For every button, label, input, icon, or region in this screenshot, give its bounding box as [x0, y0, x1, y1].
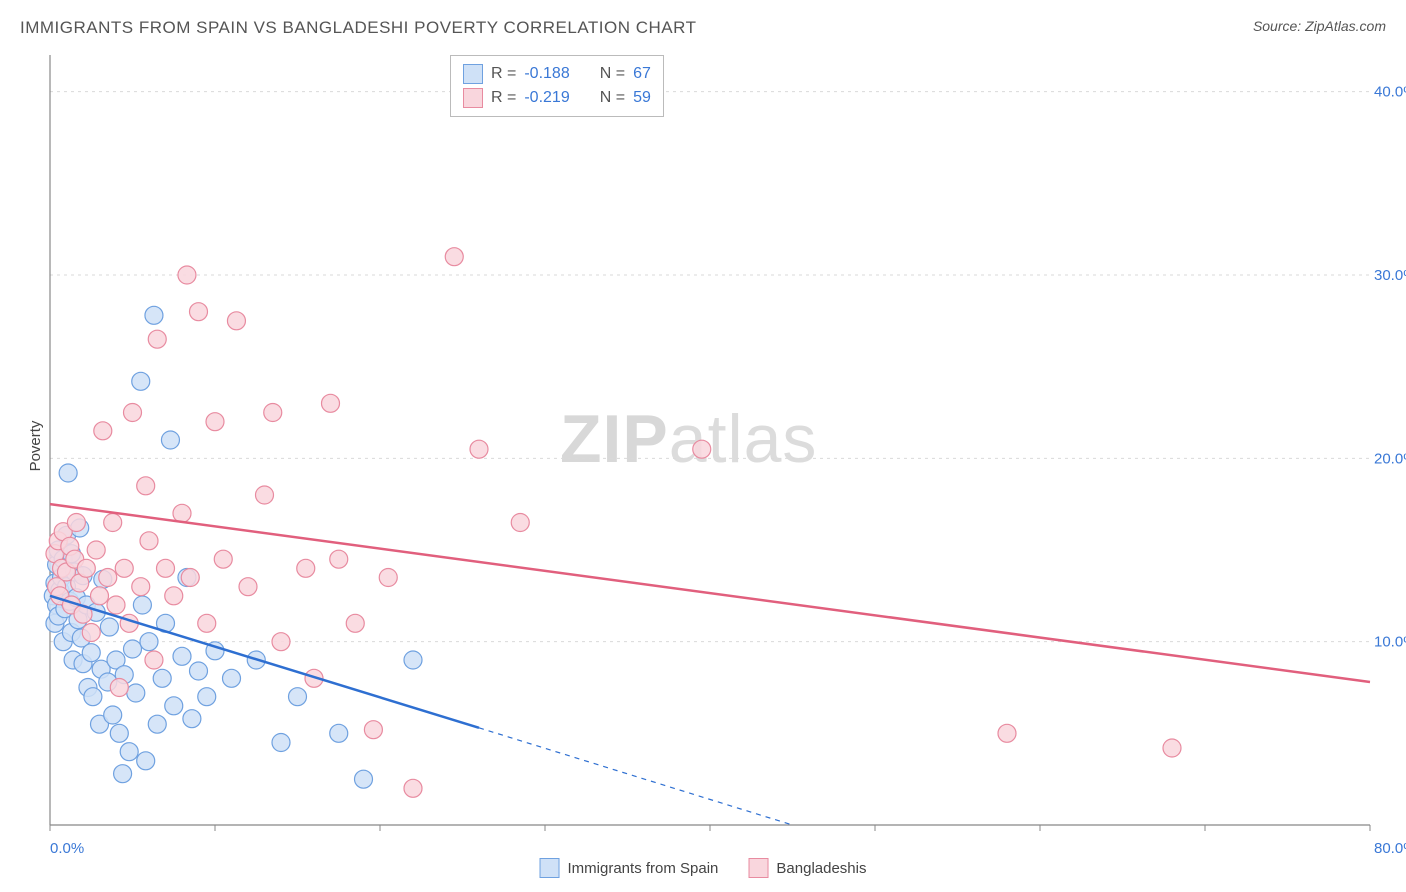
- legend-label-spain: Immigrants from Spain: [568, 860, 719, 877]
- stat-n-spain: 67: [633, 62, 651, 86]
- svg-text:20.0%: 20.0%: [1374, 450, 1406, 467]
- swatch-bangla: [748, 858, 768, 878]
- stat-r-spain: -0.188: [524, 62, 569, 86]
- swatch-spain: [463, 64, 483, 84]
- stat-r-label: R =: [491, 62, 516, 86]
- legend-item-spain: Immigrants from Spain: [540, 858, 719, 878]
- swatch-bangla: [463, 88, 483, 108]
- stat-n-label: N =: [600, 86, 625, 110]
- svg-text:10.0%: 10.0%: [1374, 634, 1406, 651]
- legend-bottom: Immigrants from Spain Bangladeshis: [540, 858, 867, 878]
- legend-label-bangla: Bangladeshis: [776, 860, 866, 877]
- stat-n-bangla: 59: [633, 86, 651, 110]
- svg-text:40.0%: 40.0%: [1374, 84, 1406, 101]
- stat-n-label: N =: [600, 62, 625, 86]
- svg-text:80.0%: 80.0%: [1374, 840, 1406, 857]
- correlation-stats-box: R = -0.188 N = 67 R = -0.219 N = 59: [450, 55, 664, 117]
- stats-row-spain: R = -0.188 N = 67: [463, 62, 651, 86]
- svg-text:30.0%: 30.0%: [1374, 267, 1406, 284]
- stat-r-label: R =: [491, 86, 516, 110]
- scatter-chart-svg: 10.0% 20.0% 30.0% 40.0% 0.0% 80.0%: [0, 0, 1406, 865]
- swatch-spain: [540, 858, 560, 878]
- legend-item-bangla: Bangladeshis: [748, 858, 866, 878]
- chart-container: { "title": "IMMIGRANTS FROM SPAIN VS BAN…: [0, 0, 1406, 892]
- stats-row-bangla: R = -0.219 N = 59: [463, 86, 651, 110]
- stat-r-bangla: -0.219: [524, 86, 569, 110]
- svg-text:0.0%: 0.0%: [50, 840, 84, 857]
